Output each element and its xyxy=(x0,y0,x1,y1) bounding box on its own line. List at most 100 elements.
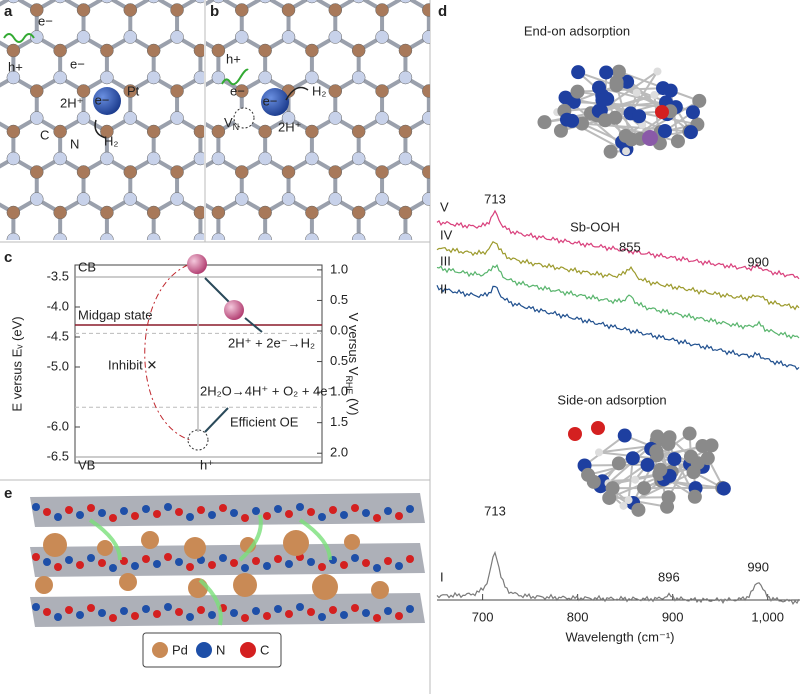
pd-atom xyxy=(344,534,360,550)
bond xyxy=(639,280,662,294)
label: Side-on adsorption xyxy=(557,392,666,407)
atom xyxy=(422,355,435,368)
atom xyxy=(230,559,238,567)
pd-atom xyxy=(43,533,67,557)
bond xyxy=(569,37,592,51)
spectrum xyxy=(436,241,800,311)
atom xyxy=(680,206,693,219)
atom xyxy=(32,603,40,611)
atom xyxy=(334,233,347,246)
bond xyxy=(294,280,317,294)
atom xyxy=(264,4,277,17)
atom xyxy=(263,562,271,570)
atom xyxy=(65,556,73,564)
atom xyxy=(637,481,652,496)
pd-atom xyxy=(35,576,53,594)
bond xyxy=(452,118,475,132)
atom xyxy=(375,3,389,17)
atom xyxy=(235,3,249,17)
atom xyxy=(620,74,635,89)
atom xyxy=(404,355,417,368)
bond xyxy=(405,280,428,294)
atom xyxy=(165,206,178,219)
label: h⁺ xyxy=(200,457,214,472)
label: 2H⁺ + 2e⁻→H₂ xyxy=(228,335,315,350)
atom xyxy=(406,505,414,513)
atom xyxy=(100,70,114,85)
electron-path xyxy=(204,277,263,333)
atom xyxy=(211,205,226,220)
atom xyxy=(422,192,430,206)
bond xyxy=(452,321,475,335)
atom xyxy=(100,232,114,240)
atom xyxy=(422,111,430,125)
atom xyxy=(376,274,389,287)
atom xyxy=(186,563,194,571)
bond xyxy=(411,280,434,294)
atom xyxy=(54,613,62,621)
atom xyxy=(571,65,586,80)
atom xyxy=(65,506,73,514)
bond xyxy=(289,321,312,335)
atom xyxy=(586,474,601,489)
label: H₂ xyxy=(104,133,118,148)
atom xyxy=(703,274,716,287)
atom xyxy=(617,428,632,443)
vacancy-sub: N xyxy=(233,122,240,132)
atom xyxy=(109,514,117,522)
atom xyxy=(406,605,414,613)
atom xyxy=(98,509,106,517)
atom xyxy=(170,3,184,17)
atom xyxy=(305,287,318,300)
atom xyxy=(6,124,21,139)
bond xyxy=(686,321,709,335)
atom xyxy=(142,4,155,17)
atom xyxy=(87,504,95,512)
bond xyxy=(546,78,569,92)
atom xyxy=(264,355,277,368)
atom xyxy=(287,287,300,300)
atom xyxy=(118,71,131,84)
label: 990 xyxy=(747,254,769,269)
label: VB xyxy=(78,457,95,472)
atom xyxy=(358,166,371,179)
atom xyxy=(175,558,183,566)
atom xyxy=(175,508,183,516)
vacancy-label: VN xyxy=(224,115,239,132)
electron xyxy=(187,254,207,274)
atom xyxy=(381,125,394,138)
atom xyxy=(100,287,113,300)
atom xyxy=(118,125,131,138)
atom xyxy=(87,554,95,562)
atom xyxy=(680,287,693,300)
y2-label-part: RHE xyxy=(344,375,354,394)
atom xyxy=(311,31,324,44)
atom xyxy=(351,232,366,240)
atom xyxy=(146,232,161,240)
atom xyxy=(217,4,230,17)
bond xyxy=(200,321,223,335)
label: 0.5 xyxy=(330,292,348,307)
label: 0.5 xyxy=(330,353,348,368)
bond xyxy=(271,280,294,294)
legend-swatch xyxy=(196,642,212,658)
atom xyxy=(340,611,348,619)
bond xyxy=(499,159,522,173)
atom xyxy=(381,287,394,300)
bond xyxy=(13,280,36,294)
atom xyxy=(625,451,640,466)
atom xyxy=(165,71,178,84)
atom xyxy=(563,355,576,368)
label: V xyxy=(440,199,449,214)
atom xyxy=(446,0,459,3)
atom xyxy=(609,355,622,368)
atom xyxy=(351,151,366,166)
pd-atom xyxy=(119,573,137,591)
atom xyxy=(650,91,659,100)
bond xyxy=(546,199,569,213)
atom xyxy=(595,93,610,108)
atom xyxy=(446,71,459,84)
atom xyxy=(142,555,150,563)
atom xyxy=(53,151,67,166)
atom xyxy=(123,3,138,17)
